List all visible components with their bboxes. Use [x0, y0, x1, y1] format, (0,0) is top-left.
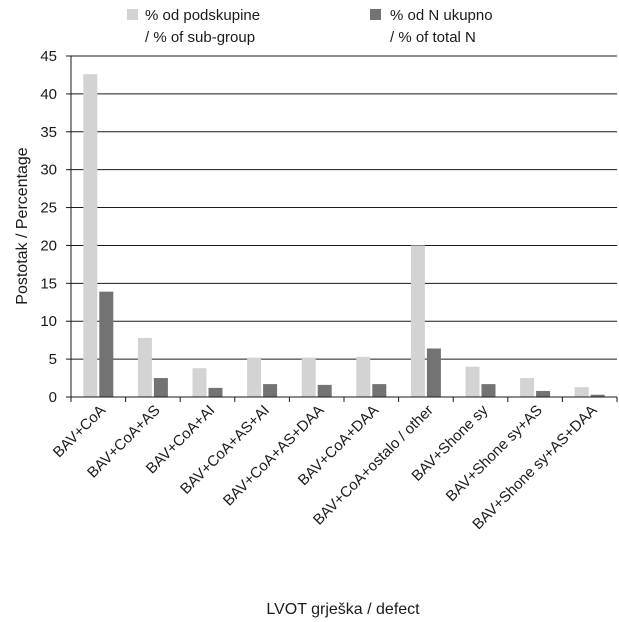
bar-total-8 [481, 384, 496, 397]
legend-swatch-total [370, 9, 381, 20]
bar-subgroup-6 [356, 356, 371, 397]
legend-label-subgroup-line1: % od podskupine [145, 7, 260, 24]
legend-label-subgroup-line2: / % of sub-group [145, 29, 255, 46]
bar-total-2 [153, 378, 168, 397]
y-tick-label: 45 [40, 48, 57, 65]
bar-subgroup-9 [520, 378, 535, 397]
bar-total-10 [590, 394, 605, 397]
bar-subgroup-5 [301, 357, 316, 397]
bar-total-3 [208, 387, 223, 397]
y-tick-label: 30 [40, 162, 57, 179]
y-tick-label: 25 [40, 200, 57, 217]
y-tick-label: 35 [40, 124, 57, 141]
bar-subgroup-10 [574, 387, 589, 397]
x-category-labels: BAV+CoABAV+CoA+ASBAV+CoA+AIBAV+CoA+AS+AI… [50, 401, 601, 533]
x-axis-title: LVOT grješka / defect [266, 601, 420, 618]
y-tick-label: 40 [40, 86, 57, 103]
y-tick-label: 15 [40, 275, 57, 292]
bar-subgroup-7 [410, 245, 425, 397]
legend-label-total-line1: % od N ukupno [390, 7, 493, 24]
bar-total-5 [317, 384, 332, 397]
y-tick-label: 10 [40, 313, 57, 330]
y-tick-label: 5 [49, 351, 57, 368]
bar-subgroup-3 [192, 368, 207, 397]
bar-subgroup-4 [247, 357, 262, 397]
y-tick-label: 0 [49, 389, 57, 406]
y-axis-title: Postotak / Percentage [14, 147, 31, 305]
gridlines [71, 55, 617, 360]
x-category-label: BAV+Shone sy+AS [443, 402, 546, 505]
y-tick-label: 20 [40, 237, 57, 254]
y-tick-labels: 0 5 10 15 20 25 30 35 40 45 [40, 48, 57, 406]
legend-label-total-line2: / % of total N [390, 29, 476, 46]
legend-swatch-subgroup [127, 9, 138, 20]
bar-total-4 [263, 384, 278, 397]
bar-total-6 [372, 384, 387, 397]
bar-subgroup-2 [137, 337, 152, 397]
bar-subgroup-8 [465, 366, 480, 397]
bars [83, 74, 605, 397]
x-category-label: BAV+CoA+AS+DAA [220, 402, 328, 510]
bar-total-1 [99, 291, 114, 397]
bar-total-7 [426, 348, 441, 397]
bar-total-9 [536, 390, 551, 397]
legend: % od podskupine / % of sub-group % od N … [127, 7, 493, 46]
bar-subgroup-1 [83, 74, 98, 397]
axes [66, 55, 618, 402]
